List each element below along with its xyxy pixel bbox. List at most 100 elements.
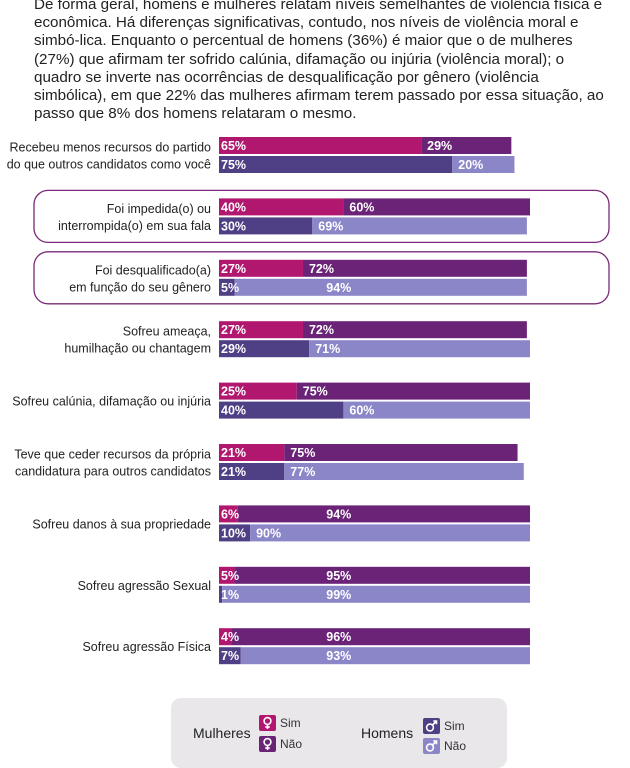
category-label: Sofreu agressão Física (82, 640, 211, 654)
data-label: 99% (326, 588, 351, 602)
bar-mulheres-nao (231, 628, 530, 646)
legend-mulheres-sim: Sim (280, 716, 301, 730)
data-label: 60% (349, 200, 374, 214)
bar-homens-nao (250, 524, 530, 542)
data-label: 5% (221, 569, 239, 583)
data-label: 75% (303, 385, 328, 399)
legend-homens-sim: Sim (444, 719, 465, 733)
category-label: Foi impedida(o) ou (107, 202, 211, 216)
male-symbol-icon (423, 738, 440, 754)
stacked-bar-chart: Recebeu menos recursos do partido do que … (7, 137, 610, 665)
data-label: 77% (290, 465, 315, 479)
bar-homens-sim (219, 585, 223, 603)
category-label: em função do seu gênero (69, 280, 211, 294)
category-label: do que outros candidatos como você (7, 158, 211, 172)
bar-homens-sim (219, 647, 241, 665)
data-label: 40% (221, 200, 246, 214)
category-label: Teve que ceder recursos da própria (14, 448, 211, 462)
bar-mulheres-sim (219, 321, 303, 339)
bar-homens-nao (222, 585, 531, 603)
bar-mulheres-sim (219, 628, 232, 646)
bar-homens-sim (219, 463, 285, 480)
data-label: 94% (326, 507, 351, 521)
data-label: 10% (221, 526, 246, 540)
bar-mulheres-nao (302, 259, 527, 277)
bar-homens-nao (240, 647, 530, 665)
female-symbol-icon (259, 715, 276, 731)
bar-homens-sim (219, 156, 453, 173)
data-label: 71% (315, 342, 340, 356)
bar-mulheres-sim (219, 505, 238, 523)
data-label: 7% (221, 649, 239, 663)
bar-mulheres-nao (296, 382, 530, 400)
data-label: 20% (458, 158, 483, 172)
category-label: candidatura para outros candidatos (15, 465, 211, 479)
bar-mulheres-sim (219, 198, 344, 216)
legend-homens-label: Homens (361, 725, 414, 741)
category-label: Sofreu calúnia, difamação ou injúria (12, 395, 211, 409)
data-label: 5% (221, 281, 239, 295)
data-label: 60% (349, 404, 374, 418)
data-label: 21% (221, 465, 246, 479)
data-label: 27% (221, 323, 246, 337)
data-label: 29% (427, 139, 452, 153)
bar-homens-nao (284, 463, 524, 480)
data-label: 29% (221, 342, 246, 356)
bar-homens-sim (219, 217, 313, 235)
category-label: Sofreu danos à sua propriedade (32, 517, 211, 531)
legend-mulheres-nao: Não (280, 737, 303, 751)
bar-homens-sim (219, 340, 310, 358)
data-label: 93% (326, 649, 351, 663)
bar-homens-nao (343, 401, 530, 419)
data-label: 1% (221, 588, 239, 602)
bar-mulheres-nao (302, 321, 527, 339)
data-label: 75% (221, 158, 246, 172)
bar-mulheres-sim (219, 444, 285, 461)
legend: Mulheres Sim Não Homens Sim Não (171, 698, 507, 768)
category-label: Sofreu agressão Sexual (78, 579, 211, 593)
bar-homens-sim (219, 524, 251, 542)
bar-mulheres-nao (234, 566, 531, 584)
bar-homens-sim (219, 401, 344, 419)
bar-mulheres-sim (219, 259, 303, 277)
bar-mulheres-sim (219, 566, 235, 584)
bar-mulheres-nao (343, 198, 530, 216)
data-label: 6% (221, 507, 239, 521)
data-label: 30% (221, 219, 246, 233)
category-label: humilhação ou chantagem (64, 342, 211, 356)
data-label: 75% (290, 446, 315, 460)
data-label: 69% (318, 219, 343, 233)
highlight-frame (33, 251, 610, 305)
bar-homens-nao (312, 217, 527, 235)
highlight-frame (33, 189, 610, 244)
data-label: 21% (221, 446, 246, 460)
bar-mulheres-sim (219, 137, 422, 154)
category-label: Sofreu ameaça, (123, 325, 211, 339)
bar-mulheres-nao (237, 505, 530, 523)
bar-mulheres-nao (284, 444, 518, 461)
data-label: 95% (326, 569, 351, 583)
data-label: 40% (221, 404, 246, 418)
data-label: 25% (221, 385, 246, 399)
bar-mulheres-nao (421, 137, 512, 154)
bar-homens-nao (234, 278, 527, 296)
data-label: 27% (221, 262, 246, 276)
bar-homens-nao (309, 340, 530, 358)
data-label: 65% (221, 139, 246, 153)
bar-mulheres-sim (219, 382, 297, 400)
data-label: 94% (326, 281, 351, 295)
legend-mulheres-label: Mulheres (193, 725, 251, 741)
bar-homens-sim (219, 278, 235, 296)
data-label: 72% (309, 323, 334, 337)
data-label: 72% (309, 262, 334, 276)
data-label: 96% (326, 630, 351, 644)
category-label: interrompida(o) em sua fala (58, 219, 211, 233)
data-label: 90% (256, 526, 281, 540)
category-label: Recebeu menos recursos do partido (9, 141, 211, 155)
category-label: Foi desqualificado(a) (95, 263, 211, 277)
female-symbol-icon (259, 736, 276, 752)
male-symbol-icon (423, 718, 440, 734)
bar-homens-nao (452, 156, 515, 173)
legend-homens-nao: Não (444, 739, 467, 753)
data-label: 4% (221, 630, 239, 644)
